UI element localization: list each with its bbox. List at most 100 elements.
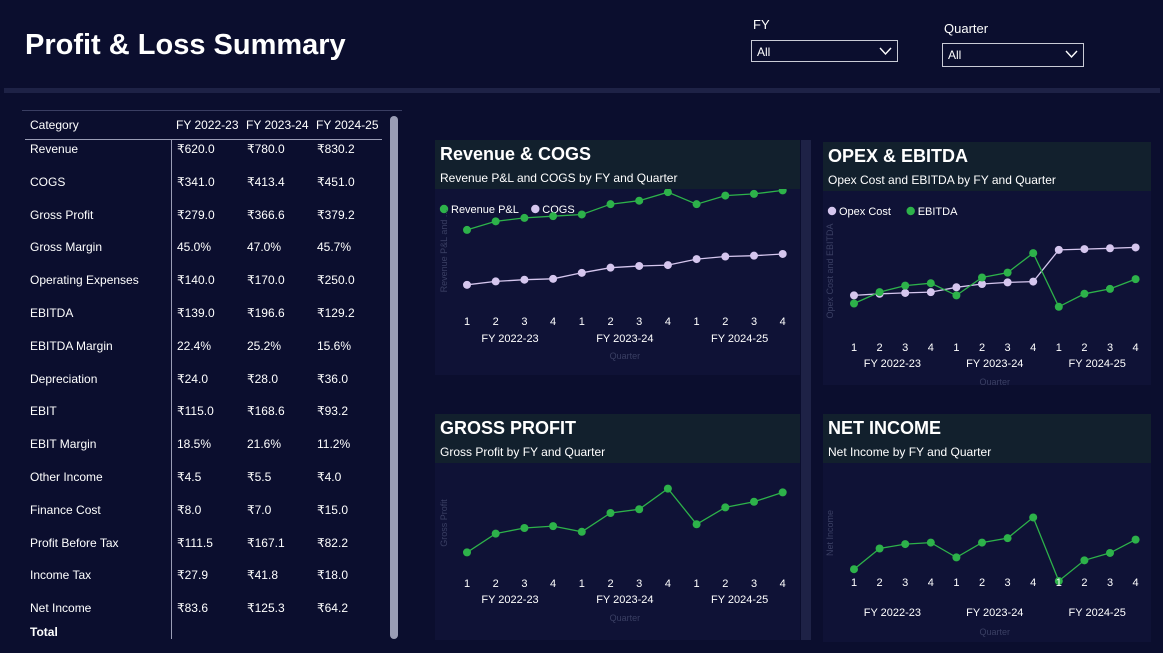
table-row[interactable]: EBITDA Margin 22.4% 25.2% 15.6%	[0, 339, 400, 359]
data-point[interactable]	[1054, 245, 1063, 254]
data-point[interactable]	[778, 189, 787, 195]
net-income-header	[823, 414, 1151, 463]
data-point[interactable]	[491, 277, 500, 286]
x-tick-label: 3	[1005, 577, 1011, 589]
data-point[interactable]	[1003, 534, 1012, 543]
data-point[interactable]	[1106, 244, 1114, 253]
data-point[interactable]	[875, 288, 884, 297]
table-header-category[interactable]: Category	[30, 118, 79, 132]
data-point[interactable]	[577, 527, 586, 536]
data-point[interactable]	[901, 288, 910, 297]
data-point[interactable]	[606, 509, 615, 517]
data-point[interactable]	[850, 291, 858, 300]
table-row[interactable]: Operating Expenses ₹140.0 ₹170.0 ₹250.0	[0, 273, 400, 293]
table-row[interactable]: Net Income ₹83.6 ₹125.3 ₹64.2	[0, 601, 400, 621]
table-row[interactable]: Finance Cost ₹8.0 ₹7.0 ₹15.0	[0, 503, 400, 523]
table-row[interactable]: Income Tax ₹27.9 ₹41.8 ₹18.0	[0, 568, 400, 588]
data-point[interactable]	[635, 505, 644, 514]
data-point[interactable]	[663, 261, 672, 270]
data-point[interactable]	[750, 251, 758, 260]
data-point[interactable]	[1131, 275, 1140, 284]
data-point[interactable]	[606, 263, 615, 272]
table-cell: 45.7%	[317, 240, 352, 254]
data-point[interactable]	[491, 217, 500, 226]
data-point[interactable]	[978, 280, 986, 288]
data-point[interactable]	[1029, 249, 1038, 258]
data-point[interactable]	[926, 288, 935, 297]
data-point[interactable]	[520, 213, 529, 222]
data-point[interactable]	[549, 522, 558, 531]
data-point[interactable]	[520, 275, 529, 284]
table-row[interactable]: Gross Profit ₹279.0 ₹366.6 ₹379.2	[0, 208, 400, 228]
data-point[interactable]	[721, 503, 730, 512]
legend-item[interactable]: Opex Cost	[827, 206, 891, 218]
table-row[interactable]: EBIT Margin 18.5% 21.6% 11.2%	[0, 437, 400, 457]
data-point[interactable]	[463, 548, 471, 557]
table-row[interactable]: Other Income ₹4.5 ₹5.5 ₹4.0	[0, 470, 400, 490]
table-header-fy-2022-23[interactable]: FY 2022-23	[176, 118, 239, 132]
legend-item[interactable]: EBITDA	[906, 206, 959, 218]
legend-item[interactable]: COGS	[531, 204, 575, 216]
data-point[interactable]	[721, 252, 730, 261]
data-point[interactable]	[1080, 245, 1089, 254]
data-point[interactable]	[978, 273, 986, 282]
data-point[interactable]	[606, 200, 615, 209]
data-point[interactable]	[952, 283, 961, 292]
data-point[interactable]	[635, 261, 644, 270]
data-point[interactable]	[463, 280, 471, 289]
data-point[interactable]	[635, 196, 644, 205]
data-point[interactable]	[1106, 284, 1114, 293]
table-row[interactable]: EBIT ₹115.0 ₹168.6 ₹93.2	[0, 404, 400, 424]
data-point[interactable]	[1054, 577, 1063, 586]
data-point[interactable]	[901, 281, 910, 290]
data-point[interactable]	[875, 544, 884, 553]
table-row[interactable]: EBITDA ₹139.0 ₹196.6 ₹129.2	[0, 306, 400, 326]
data-point[interactable]	[1106, 548, 1114, 557]
data-point[interactable]	[778, 488, 787, 497]
legend-item[interactable]: Revenue P&L	[439, 204, 519, 216]
data-point[interactable]	[692, 255, 701, 264]
data-point[interactable]	[1131, 243, 1140, 252]
data-point[interactable]	[1003, 268, 1012, 277]
table-row[interactable]: Depreciation ₹24.0 ₹28.0 ₹36.0	[0, 372, 400, 392]
data-point[interactable]	[952, 291, 961, 300]
table-row[interactable]: Gross Margin 45.0% 47.0% 45.7%	[0, 240, 400, 260]
data-point[interactable]	[850, 565, 858, 574]
data-point[interactable]	[463, 225, 471, 234]
data-point[interactable]	[1003, 278, 1012, 287]
table-row[interactable]: COGS ₹341.0 ₹413.4 ₹451.0	[0, 175, 400, 195]
data-point[interactable]	[549, 212, 558, 221]
data-point[interactable]	[1080, 289, 1089, 298]
data-point[interactable]	[491, 529, 500, 538]
data-point[interactable]	[778, 249, 787, 258]
quarter-slicer-dropdown[interactable]: All	[942, 43, 1084, 67]
data-point[interactable]	[901, 540, 910, 549]
data-point[interactable]	[1131, 535, 1140, 544]
data-point[interactable]	[750, 497, 758, 506]
data-point[interactable]	[663, 484, 672, 493]
table-header-fy-2023-24[interactable]: FY 2023-24	[246, 118, 309, 132]
data-point[interactable]	[692, 200, 701, 209]
fy-slicer-dropdown[interactable]: All	[751, 40, 898, 62]
data-point[interactable]	[1054, 302, 1063, 311]
data-point[interactable]	[926, 538, 935, 547]
table-row[interactable]: Revenue ₹620.0 ₹780.0 ₹830.2	[0, 142, 400, 162]
data-point[interactable]	[520, 524, 529, 532]
table-header-fy-2024-25[interactable]: FY 2024-25	[316, 118, 379, 132]
data-point[interactable]	[549, 274, 558, 283]
data-point[interactable]	[952, 553, 961, 562]
data-point[interactable]	[692, 520, 701, 529]
data-point[interactable]	[1029, 513, 1038, 522]
data-point[interactable]	[1029, 277, 1038, 286]
table-row[interactable]: Profit Before Tax ₹111.5 ₹167.1 ₹82.2	[0, 536, 400, 556]
table-scrollbar[interactable]	[390, 116, 398, 639]
data-point[interactable]	[577, 268, 586, 277]
data-point[interactable]	[978, 538, 986, 547]
data-point[interactable]	[721, 191, 730, 200]
data-point[interactable]	[577, 210, 586, 219]
data-point[interactable]	[850, 299, 858, 308]
data-point[interactable]	[663, 189, 672, 197]
data-point[interactable]	[750, 189, 758, 198]
data-point[interactable]	[926, 279, 935, 288]
data-point[interactable]	[1080, 556, 1089, 565]
